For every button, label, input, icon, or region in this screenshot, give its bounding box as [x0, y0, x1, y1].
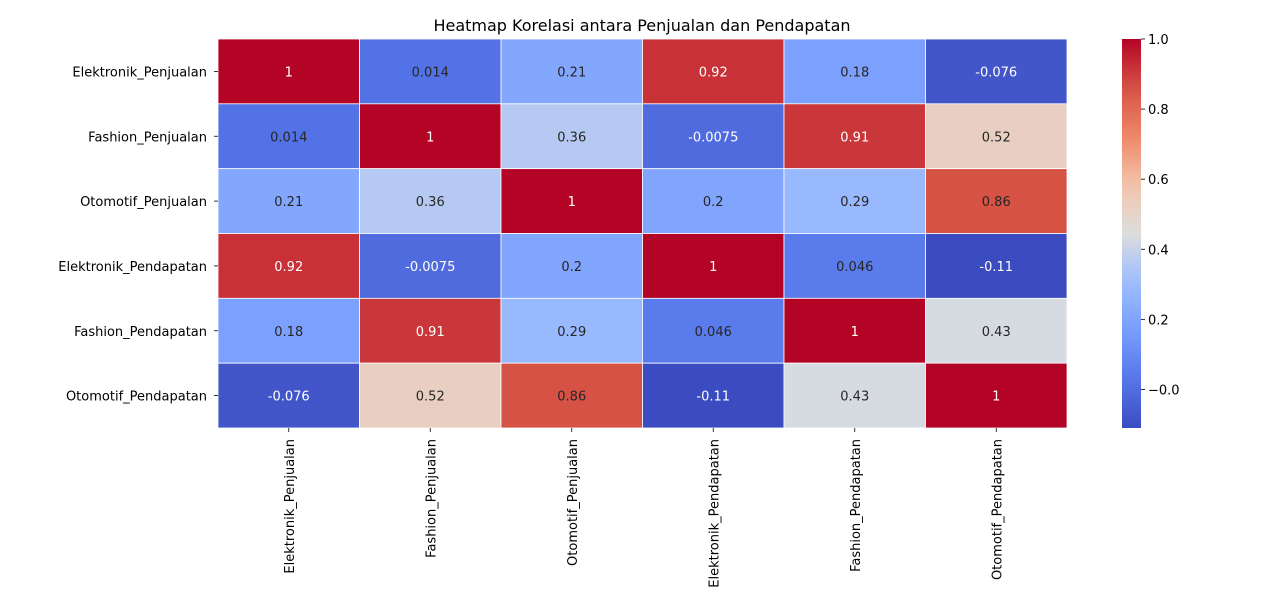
- cell-label-r5-c1: 0.52: [416, 390, 445, 405]
- heatmap-cell-r0-c1: [359, 38, 502, 105]
- colorbar-tick-label-1: 0.2: [1148, 313, 1169, 328]
- cell-label-r4-c5: 0.43: [982, 325, 1011, 340]
- cell-label-r4-c2: 0.29: [557, 325, 586, 340]
- y-tick-label-5: Otomotif_Pendapatan: [66, 390, 207, 405]
- heatmap-cell-r2-c0: [217, 168, 360, 234]
- cell-label-r3-c4: 0.046: [836, 260, 873, 275]
- y-tick-label-2: Otomotif_Penjualan: [80, 195, 207, 210]
- x-axis-ticks: Elektronik_Penjualan Fashion_Penjualan Oto…: [283, 428, 1005, 588]
- y-tick-label-4: Fashion_Pendapatan: [74, 325, 207, 340]
- cell-label-r4-c3: 0.046: [695, 325, 732, 340]
- cell-label-r4-c0: 0.18: [274, 325, 303, 340]
- colorbar-tick-label-0: −0.0: [1148, 383, 1180, 398]
- x-tick-label-3: Elektronik_Pendapatan: [707, 439, 722, 588]
- heatmap-cell-r1-c1: [359, 103, 502, 170]
- colorbar: −0.0 0.2 0.4 0.6 0.8 1.0: [1122, 33, 1180, 428]
- heatmap-cell-r4-c2: [500, 297, 643, 364]
- heatmap-cell-r3-c4: [783, 233, 926, 299]
- cell-label-r1-c4: 0.91: [840, 130, 869, 145]
- colorbar-tick-label-4: 0.8: [1148, 103, 1169, 118]
- cell-label-r1-c5: 0.52: [982, 130, 1011, 145]
- heatmap-cell-r4-c5: [925, 297, 1068, 364]
- heatmap-cell-r4-c0: [217, 297, 360, 364]
- cell-label-r0-c1: 0.014: [412, 65, 449, 80]
- heatmap-cell-r5-c4: [783, 362, 926, 429]
- x-tick-label-2: Otomotif_Penjualan: [566, 439, 581, 566]
- heatmap-cell-r0-c0: [217, 38, 360, 105]
- heatmap-cell-r2-c1: [359, 168, 502, 234]
- cell-label-r2-c4: 0.29: [840, 195, 869, 210]
- cell-label-r5-c2: 0.86: [557, 390, 586, 405]
- cell-label-r1-c1: 1: [426, 130, 434, 145]
- cell-label-r5-c5: 1: [992, 390, 1000, 405]
- heatmap-cell-r3-c1: [359, 233, 502, 299]
- x-tick-label-5: Otomotif_Pendapatan: [990, 439, 1005, 580]
- heatmap-cell-r0-c4: [783, 38, 926, 105]
- heatmap-cell-r3-c0: [217, 233, 360, 299]
- heatmap-cell-r1-c3: [642, 103, 785, 170]
- cell-label-r3-c1: -0.0075: [405, 260, 455, 275]
- cell-label-r4-c4: 1: [851, 325, 859, 340]
- cell-label-r0-c2: 0.21: [557, 65, 586, 80]
- cell-label-r1-c2: 0.36: [557, 130, 586, 145]
- x-tick-label-0: Elektronik_Penjualan: [283, 439, 298, 574]
- y-axis-ticks: Elektronik_Penjualan Fashion_Penjualan Oto…: [58, 65, 218, 405]
- cell-label-r0-c4: 0.18: [840, 65, 869, 80]
- x-tick-label-1: Fashion_Penjualan: [424, 439, 439, 558]
- heatmap-cell-r2-c4: [783, 168, 926, 234]
- heatmap-cell-r5-c5: [925, 362, 1068, 429]
- heatmap-cell-r0-c3: [642, 38, 785, 105]
- x-tick-label-4: Fashion_Pendapatan: [849, 439, 864, 572]
- heatmap-cell-r4-c4: [783, 297, 926, 364]
- y-tick-label-3: Elektronik_Pendapatan: [58, 260, 207, 275]
- cell-label-r1-c0: 0.014: [270, 130, 307, 145]
- cell-label-r5-c3: -0.11: [696, 390, 730, 405]
- colorbar-ticks: −0.0 0.2 0.4 0.6 0.8 1.0: [1141, 33, 1180, 398]
- cell-label-r5-c4: 0.43: [840, 390, 869, 405]
- chart-title: Heatmap Korelasi antara Penjualan dan Pe…: [433, 16, 850, 35]
- heatmap-cell-r2-c3: [642, 168, 785, 234]
- heatmap-cell-r4-c3: [642, 297, 785, 364]
- cell-label-r4-c1: 0.91: [416, 325, 445, 340]
- cell-label-r5-c0: -0.076: [268, 390, 310, 405]
- colorbar-tick-label-3: 0.6: [1148, 173, 1169, 188]
- colorbar-gradient: [1122, 39, 1141, 428]
- heatmap-cell-r3-c3: [642, 233, 785, 299]
- cell-label-r3-c5: -0.11: [979, 260, 1013, 275]
- cell-label-r1-c3: -0.0075: [688, 130, 738, 145]
- heatmap-cell-r3-c2: [500, 233, 643, 299]
- y-tick-label-1: Fashion_Penjualan: [88, 130, 207, 145]
- heatmap-cell-r3-c5: [925, 233, 1068, 299]
- heatmap-cell-r2-c2: [500, 168, 643, 234]
- cell-label-r2-c3: 0.2: [703, 195, 724, 210]
- cell-label-r2-c1: 0.36: [416, 195, 445, 210]
- heatmap-cell-r2-c5: [925, 168, 1068, 234]
- cell-label-r2-c2: 1: [568, 195, 576, 210]
- heatmap-cell-r0-c2: [500, 38, 643, 105]
- cell-label-r0-c5: -0.076: [975, 65, 1017, 80]
- cell-label-r3-c0: 0.92: [274, 260, 303, 275]
- y-tick-label-0: Elektronik_Penjualan: [72, 65, 207, 80]
- heatmap-cell-r5-c0: [217, 362, 360, 429]
- cell-label-r3-c3: 1: [709, 260, 717, 275]
- cell-label-r2-c0: 0.21: [274, 195, 303, 210]
- cell-label-r2-c5: 0.86: [982, 195, 1011, 210]
- heatmap-cells: [217, 38, 1068, 429]
- cell-label-r0-c3: 0.92: [699, 65, 728, 80]
- cell-label-r3-c2: 0.2: [561, 260, 582, 275]
- colorbar-tick-label-5: 1.0: [1148, 33, 1169, 48]
- colorbar-tick-label-2: 0.4: [1148, 243, 1169, 258]
- heatmap-cell-r0-c5: [925, 38, 1068, 105]
- cell-label-r0-c0: 1: [285, 65, 293, 80]
- heatmap-cell-r1-c5: [925, 103, 1068, 170]
